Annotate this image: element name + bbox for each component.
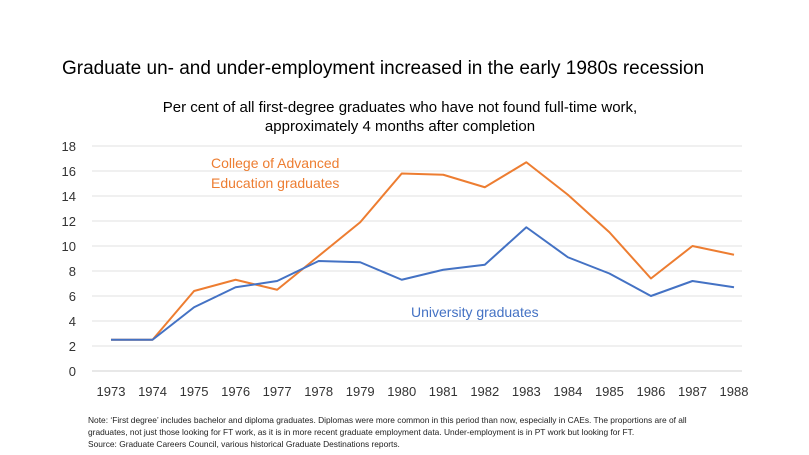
y-tick-label: 14: [62, 189, 76, 204]
x-tick-label: 1983: [512, 384, 541, 399]
x-tick-label: 1974: [138, 384, 167, 399]
y-tick-label: 18: [62, 139, 76, 154]
x-tick-label: 1975: [180, 384, 209, 399]
note-line: Note: ‘First degree’ includes bachelor a…: [88, 415, 687, 425]
x-tick-label: 1976: [221, 384, 250, 399]
x-tick-label: 1984: [553, 384, 582, 399]
x-tick-label: 1978: [304, 384, 333, 399]
y-tick-label: 0: [69, 364, 76, 379]
series-label: University graduates: [411, 304, 539, 320]
x-tick-label: 1985: [595, 384, 624, 399]
chart-title: Per cent of all first-degree graduates w…: [162, 99, 638, 135]
series-label: College of Advanced: [211, 155, 339, 171]
x-tick-label: 1987: [678, 384, 707, 399]
series-label: Education graduates: [211, 175, 339, 191]
chart-notes: Note: ‘First degree’ includes bachelor a…: [88, 414, 798, 450]
note-line: graduates, not just those looking for FT…: [88, 427, 635, 437]
x-tick-label: 1982: [470, 384, 499, 399]
x-tick-label: 1981: [429, 384, 458, 399]
x-tick-label: 1988: [720, 384, 749, 399]
series-line: [111, 226, 735, 341]
y-tick-label: 2: [69, 339, 76, 354]
x-tick-label: 1986: [636, 384, 665, 399]
y-tick-label: 12: [62, 214, 76, 229]
x-tick-label: 1977: [263, 384, 292, 399]
y-tick-label: 16: [62, 164, 76, 179]
slide-title: Graduate un- and under-employment increa…: [62, 58, 705, 79]
x-tick-label: 1980: [387, 384, 416, 399]
y-tick-label: 4: [69, 314, 76, 329]
series-line: [111, 161, 735, 341]
x-tick-label: 1979: [346, 384, 375, 399]
y-tick-label: 10: [62, 239, 76, 254]
y-tick-label: 6: [69, 289, 76, 304]
note-line: Source: Graduate Careers Council, variou…: [88, 439, 400, 449]
x-tick-label: 1973: [97, 384, 126, 399]
y-tick-label: 8: [69, 264, 76, 279]
